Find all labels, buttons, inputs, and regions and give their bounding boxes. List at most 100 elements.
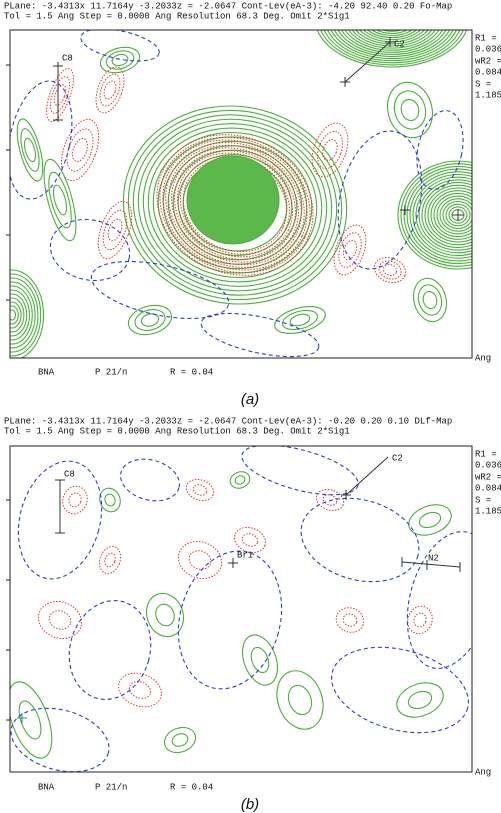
unit: Ang — [475, 767, 491, 777]
contour — [415, 176, 472, 254]
contour — [140, 313, 160, 327]
contour — [241, 533, 259, 547]
contour — [145, 592, 185, 638]
contour — [407, 690, 433, 710]
unit: Ang — [475, 353, 491, 363]
caption: (b) — [241, 796, 259, 813]
contour — [48, 610, 72, 630]
space-group: P 21/n — [95, 782, 127, 792]
contour — [337, 30, 447, 55]
contour — [315, 488, 345, 512]
contour — [68, 492, 82, 508]
contour — [134, 309, 166, 331]
contour — [421, 182, 472, 248]
contour — [418, 511, 442, 529]
contour — [442, 200, 472, 230]
contour — [127, 109, 343, 301]
contour — [335, 607, 365, 633]
contour — [17, 460, 103, 580]
contour — [10, 297, 25, 333]
contour — [316, 130, 344, 170]
contour — [68, 600, 152, 700]
contour — [418, 179, 472, 251]
contour — [90, 260, 230, 320]
contour — [241, 446, 359, 496]
contour — [186, 155, 280, 245]
contour — [407, 605, 433, 635]
contour — [373, 256, 407, 284]
contour-map — [10, 446, 472, 772]
contour — [128, 681, 152, 699]
contour — [177, 540, 223, 580]
contour — [384, 13, 399, 23]
contour — [322, 139, 338, 161]
contour — [433, 192, 472, 238]
plot-frame — [9, 445, 473, 773]
stat: wR2 = — [475, 56, 501, 66]
contour — [72, 137, 88, 163]
contour — [185, 478, 215, 502]
contour — [60, 118, 100, 182]
contour — [375, 30, 409, 34]
compound: BNA — [38, 782, 55, 792]
contour — [274, 306, 326, 334]
contour — [316, 30, 468, 68]
contour — [104, 493, 116, 507]
contour — [52, 184, 68, 216]
contour — [355, 30, 429, 45]
contour — [300, 497, 420, 583]
contour — [427, 187, 472, 243]
stat: 0.084 — [475, 483, 501, 493]
contour — [311, 122, 349, 178]
contour — [188, 550, 212, 570]
contour — [331, 646, 469, 734]
contour — [417, 284, 443, 316]
contour — [111, 53, 129, 67]
contour — [396, 682, 444, 718]
contour — [23, 137, 37, 163]
stat: 1.185 — [475, 90, 501, 100]
contour — [234, 475, 246, 485]
contour — [102, 209, 128, 251]
contour — [403, 165, 472, 265]
contour — [342, 613, 358, 627]
contour — [18, 700, 42, 740]
plot-frame — [9, 29, 473, 359]
contour — [366, 30, 418, 39]
contour — [177, 550, 283, 690]
compound: BNA — [38, 367, 55, 377]
contour — [105, 50, 135, 70]
contour — [287, 684, 313, 716]
contour — [162, 139, 308, 271]
contour — [163, 726, 197, 754]
contour — [95, 66, 125, 114]
contour — [171, 147, 299, 263]
contour — [342, 239, 358, 261]
contour — [10, 301, 22, 329]
contour — [340, 30, 444, 53]
stat: S = — [475, 79, 491, 89]
contour — [408, 504, 452, 536]
contour — [406, 531, 472, 669]
contour — [430, 190, 472, 240]
contour — [448, 206, 468, 224]
contour — [338, 232, 362, 268]
contour — [327, 30, 457, 62]
contour — [233, 526, 267, 554]
contour — [323, 30, 461, 64]
contour — [10, 277, 39, 353]
contour — [99, 46, 141, 74]
contour — [152, 131, 318, 279]
contour — [174, 150, 296, 260]
contour — [439, 198, 472, 232]
stat: S = — [475, 495, 491, 505]
contour — [97, 200, 133, 260]
contour — [400, 163, 472, 267]
contour — [378, 260, 402, 280]
contour — [412, 173, 472, 257]
contour — [424, 184, 472, 246]
space-group: P 21/n — [95, 367, 127, 377]
contour — [192, 484, 208, 496]
contour — [16, 118, 44, 182]
